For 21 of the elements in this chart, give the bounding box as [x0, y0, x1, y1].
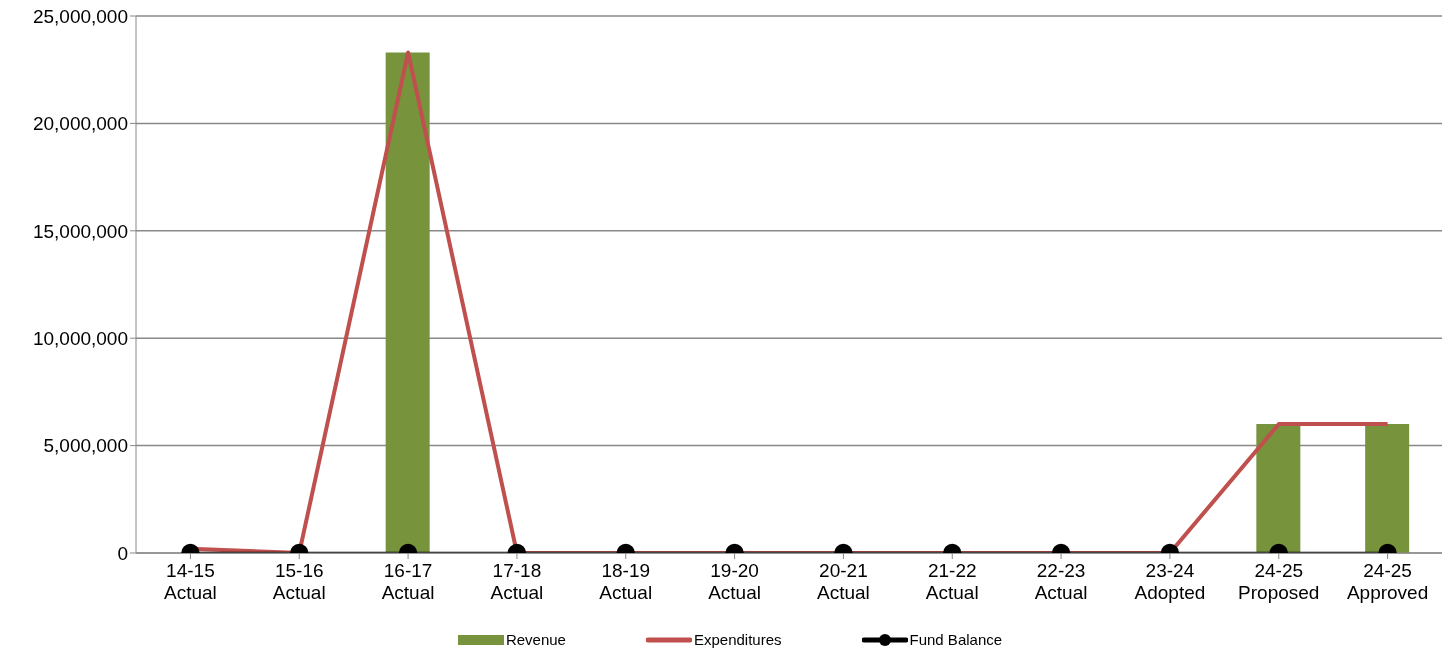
x-tick-label: 20-21 Actual: [817, 560, 870, 603]
x-tick-label: 16-17 Actual: [381, 560, 435, 603]
y-tick-label: 25,000,000: [32, 5, 128, 27]
y-tick-label: 5,000,000: [43, 435, 128, 457]
x-tick-label: 14-15 Actual: [164, 560, 217, 603]
x-tick-label: 19-20 Actual: [708, 560, 761, 603]
x-tick-label: 17-18 Actual: [490, 560, 544, 603]
x-tick-label: 22-23 Actual: [1034, 560, 1088, 603]
legend-label: Expenditures: [692, 631, 782, 648]
x-tick-label: 23-24 Adopted: [1134, 560, 1206, 603]
x-tick-label: 24-25 Proposed: [1238, 560, 1320, 603]
y-tick-label: 20,000,000: [32, 113, 128, 135]
x-tick-label: 21-22 Actual: [925, 560, 979, 603]
y-tick-label: 15,000,000: [32, 220, 128, 242]
legend-label: Revenue: [504, 631, 566, 648]
x-tick-label: 24-25 Approved: [1346, 560, 1429, 603]
x-tick-label: 15-16 Actual: [272, 560, 326, 603]
x-tick-label: 18-19 Actual: [599, 560, 653, 603]
y-tick-label: 0: [117, 542, 128, 564]
legend-label: Fund Balance: [908, 631, 1003, 648]
y-tick-label: 10,000,000: [32, 327, 128, 349]
